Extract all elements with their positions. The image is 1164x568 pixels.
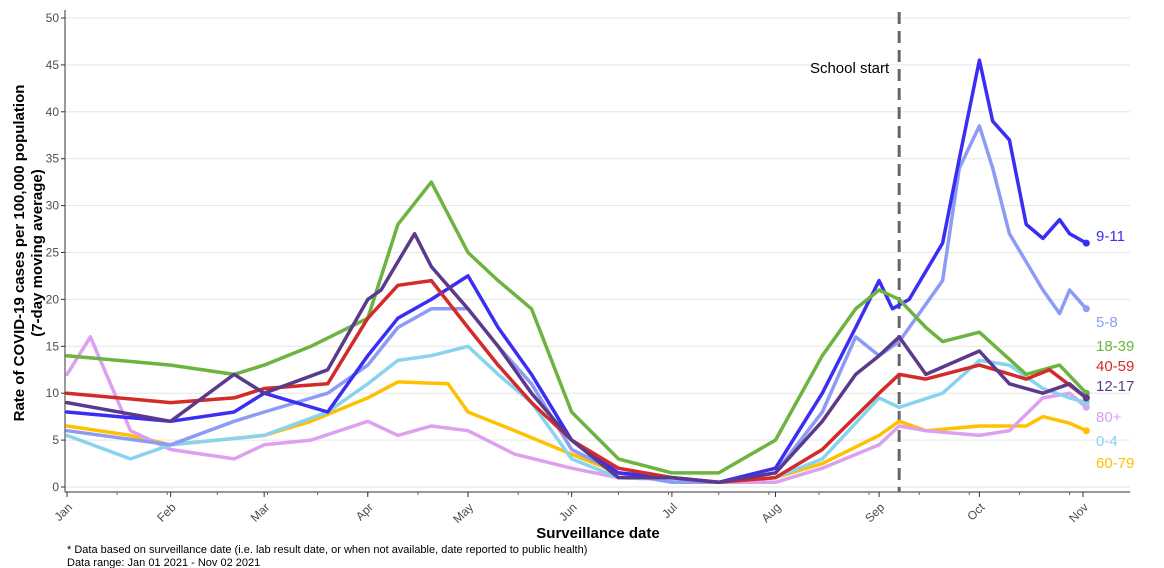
series-end-point: [1082, 239, 1090, 247]
x-tick-label: Jul: [659, 500, 680, 521]
y-axis-subtitle: (7-day moving average): [29, 169, 46, 337]
end-label: 5-8: [1096, 314, 1118, 331]
series-end-point: [1082, 427, 1090, 435]
x-tick-label: Oct: [964, 500, 988, 524]
school-start-label: School start: [810, 60, 890, 77]
y-tick-label: 40: [46, 105, 60, 119]
series-line-80+: [65, 335, 1089, 485]
end-label: 80+: [1096, 409, 1122, 426]
x-tick-label: Feb: [154, 500, 179, 525]
y-tick-label: 15: [46, 339, 60, 353]
series-end-point: [1082, 305, 1090, 313]
x-tick-label: Mar: [248, 500, 273, 525]
end-label: 60-79: [1096, 455, 1134, 472]
x-axis: Jan Feb Mar Apr May Jun Jul Aug Sep Oct Nov: [52, 491, 1130, 526]
x-tick-label: Jun: [556, 500, 580, 524]
y-tick-label: 30: [46, 199, 60, 213]
series-line-40-59: [65, 278, 1089, 485]
y-tick-label: 45: [46, 58, 60, 72]
y-tick-label: 35: [46, 152, 60, 166]
footnote-note: * Data based on surveillance date (i.e. …: [67, 544, 587, 556]
end-label: 12-17: [1096, 378, 1134, 395]
end-labels: 9-11 5-8 18-39 40-59 12-17 80+ 0-4 60-79: [1096, 228, 1134, 472]
y-axis-title: Rate of COVID-19 cases per 100,000 popul…: [11, 85, 28, 422]
end-label: 18-39: [1096, 338, 1134, 355]
gridlines: [64, 17, 1130, 488]
y-tick-label: 10: [46, 386, 60, 400]
series-line-12-17: [65, 231, 1089, 485]
x-tick-label: Sep: [862, 500, 887, 525]
y-tick-label: 5: [52, 433, 59, 447]
x-tick-label: Jan: [52, 500, 76, 524]
x-tick-label: Apr: [353, 500, 376, 523]
y-tick-label: 20: [46, 292, 60, 306]
series-lines: [65, 58, 1090, 485]
x-tick-label: Aug: [759, 500, 784, 525]
y-tick-label: 25: [46, 246, 60, 260]
end-label: 9-11: [1096, 228, 1125, 245]
y-axis: 0 5 10 15 20 25 30 35 40 45 50: [46, 10, 66, 494]
x-tick-label: Nov: [1066, 500, 1091, 525]
end-label: 0-4: [1096, 433, 1118, 450]
series-end-point: [1082, 394, 1090, 402]
x-axis-title: Surveillance date: [536, 525, 659, 542]
x-tick-label: May: [450, 500, 476, 526]
end-label: 40-59: [1096, 358, 1134, 375]
footnote-range: Data range: Jan 01 2021 - Nov 02 2021: [67, 557, 260, 568]
series-line-9-11: [65, 58, 1089, 485]
y-tick-label: 0: [52, 480, 59, 494]
series-line-18-39: [65, 180, 1089, 475]
y-tick-label: 50: [46, 11, 60, 25]
